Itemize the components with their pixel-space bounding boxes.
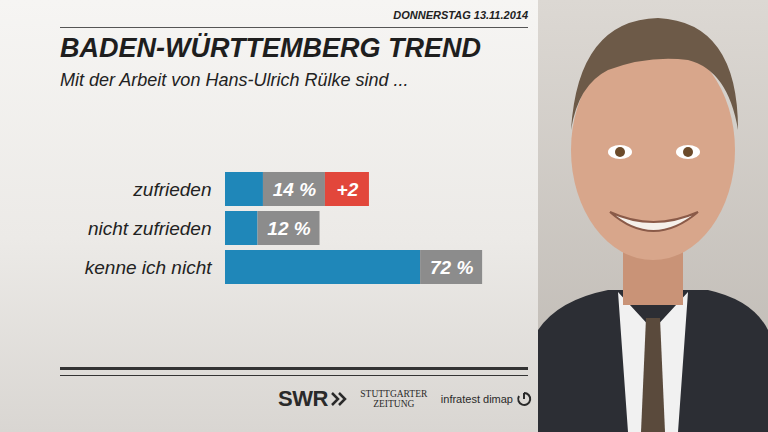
svg-text:zufrieden: zufrieden — [132, 179, 211, 200]
svg-text:+2: +2 — [337, 179, 359, 200]
svg-text:12 %: 12 % — [267, 218, 310, 239]
svg-text:kenne ich nicht: kenne ich nicht — [85, 257, 212, 278]
html-text:BADEN-WÜRTTEMBERG TREND: BADEN-WÜRTTEMBERG TREND — [60, 33, 481, 63]
html-text:DONNERSTAG 13.11.2014: DONNERSTAG 13.11.2014 — [393, 9, 528, 21]
svg-text:nicht zufrieden: nicht zufrieden — [88, 218, 212, 239]
html-text:STUTTGARTER ZEITUNG: STUTTGARTER ZEITUNG — [360, 389, 428, 409]
svg-text:14 %: 14 % — [273, 179, 316, 200]
html-text:infratest dimap: infratest dimap — [440, 393, 513, 405]
svg-text:72 %: 72 % — [430, 257, 473, 278]
html-text:SWR: SWR — [278, 386, 328, 411]
html-text:Mit der Arbeit von Hans-Ulrich: Mit der Arbeit von Hans-Ulrich Rülke sin… — [60, 70, 409, 90]
